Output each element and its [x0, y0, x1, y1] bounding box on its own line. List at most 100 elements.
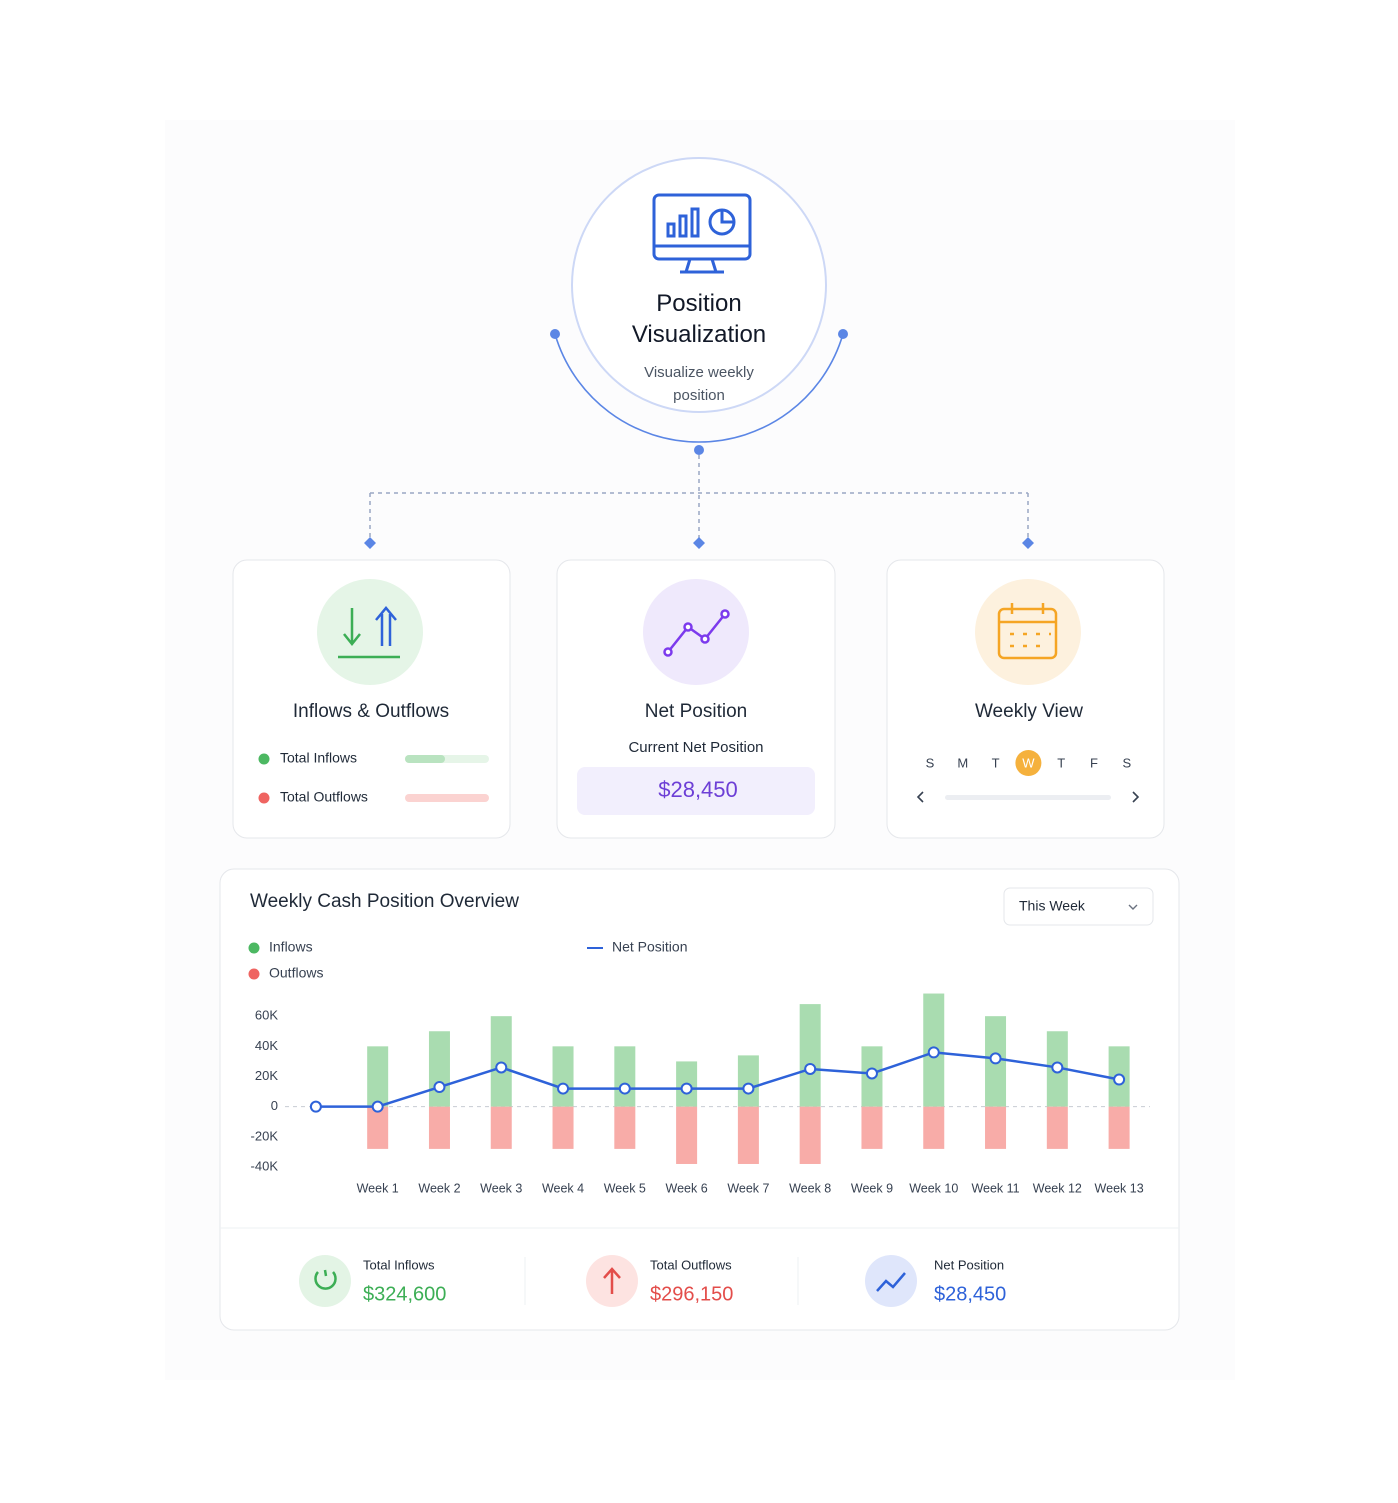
day-label: S	[1122, 755, 1131, 770]
bar	[428, 1031, 450, 1107]
hub-circle	[571, 157, 827, 413]
week-slider	[945, 795, 1111, 800]
summary-glyph	[876, 1272, 906, 1292]
summary-label: Total Outflows	[650, 1257, 732, 1272]
bar	[737, 1106, 759, 1164]
net-point	[865, 1067, 878, 1080]
summary-icon	[299, 1255, 351, 1307]
net-point	[618, 1082, 631, 1095]
value-box	[577, 767, 815, 815]
legend-dot	[248, 968, 260, 980]
hub-dot	[694, 445, 704, 455]
net-point	[557, 1082, 570, 1095]
card-title: Weekly View	[975, 701, 1083, 722]
net-point	[989, 1052, 1002, 1065]
legend-label: Outflows	[269, 965, 323, 981]
connector	[369, 455, 1029, 543]
card	[886, 559, 1165, 839]
bar	[552, 1106, 574, 1149]
summary-icon	[865, 1255, 917, 1307]
net-point	[433, 1081, 446, 1094]
day-label: W	[1022, 755, 1035, 770]
summary-value: $296,150	[650, 1283, 733, 1305]
day-highlight	[1015, 750, 1042, 776]
progress-track	[405, 794, 489, 802]
legend-dot	[248, 942, 260, 954]
x-tick-label: Week 1	[357, 1181, 399, 1195]
bar	[799, 1004, 821, 1107]
trend-icon	[663, 609, 730, 657]
bar	[676, 1106, 698, 1164]
week-nav[interactable]	[916, 791, 1140, 803]
card-title: Inflows & Outflows	[293, 701, 449, 722]
bar	[737, 1055, 759, 1107]
bar	[923, 1106, 945, 1149]
bar	[490, 1016, 512, 1107]
legend-dot	[258, 753, 270, 765]
net-point	[680, 1082, 693, 1095]
legend-label: Net Position	[612, 939, 687, 955]
x-tick-label: Week 8	[789, 1181, 831, 1195]
bar	[799, 1106, 821, 1164]
x-tick-label: Week 10	[909, 1181, 958, 1195]
legend-dot	[258, 792, 270, 804]
net-point	[495, 1061, 508, 1074]
bar	[367, 1046, 389, 1107]
monitor-icon	[652, 193, 752, 274]
hub-dot	[838, 329, 848, 339]
card	[232, 559, 511, 839]
day-label: T	[992, 755, 1000, 770]
x-tick-label: Week 7	[727, 1181, 769, 1195]
x-tick-label: Week 13	[1095, 1181, 1144, 1195]
x-tick-label: Week 11	[971, 1181, 1019, 1195]
dropdown[interactable]	[1003, 887, 1154, 926]
bar	[367, 1106, 389, 1149]
y-tick-label: 60K	[255, 1008, 278, 1023]
bar	[614, 1046, 636, 1107]
bar	[428, 1106, 450, 1149]
card-label: Current Net Position	[628, 739, 763, 756]
hub-dot	[550, 329, 560, 339]
bar	[552, 1046, 574, 1107]
day-label: T	[1057, 755, 1065, 770]
day-label: F	[1090, 755, 1098, 770]
connector-diamond	[364, 537, 1034, 549]
summary-label: Total Inflows	[363, 1257, 435, 1272]
progress-fill	[405, 755, 445, 763]
calendar-icon	[997, 603, 1058, 660]
inout-icon	[338, 608, 400, 659]
x-tick-label: Week 3	[480, 1181, 522, 1195]
net-point	[1113, 1073, 1126, 1086]
hub-subtitle: Visualize weekly position	[644, 364, 754, 404]
summary-glyph	[603, 1267, 621, 1294]
card-item: Total Inflows	[280, 750, 357, 766]
x-tick-label: Week 4	[542, 1181, 584, 1195]
summary-value: $324,600	[363, 1283, 446, 1305]
bar	[1046, 1106, 1068, 1149]
dropdown-caret[interactable]	[1128, 904, 1138, 910]
y-tick-label: -40K	[251, 1158, 279, 1173]
net-point	[927, 1046, 940, 1059]
chart-title: Weekly Cash Position Overview	[250, 891, 519, 912]
bar	[861, 1106, 883, 1149]
hub-arc	[554, 333, 844, 443]
y-tick-label: 40K	[255, 1038, 278, 1053]
overview-panel	[219, 868, 1180, 1331]
dropdown-label[interactable]: This Week	[1019, 898, 1086, 914]
card-title: Net Position	[645, 701, 747, 722]
card-icon-bg	[975, 579, 1081, 685]
bar	[490, 1106, 512, 1149]
day-label: S	[926, 755, 935, 770]
x-tick-label: Week 5	[604, 1181, 646, 1195]
bar	[985, 1106, 1007, 1149]
y-tick-label: 20K	[255, 1068, 278, 1083]
net-point	[742, 1082, 755, 1095]
net-point	[309, 1100, 322, 1113]
net-point	[371, 1100, 384, 1113]
net-point	[804, 1062, 817, 1075]
x-tick-label: Week 6	[666, 1181, 708, 1195]
summary-glyph	[314, 1269, 337, 1290]
inout-icon	[375, 606, 397, 646]
